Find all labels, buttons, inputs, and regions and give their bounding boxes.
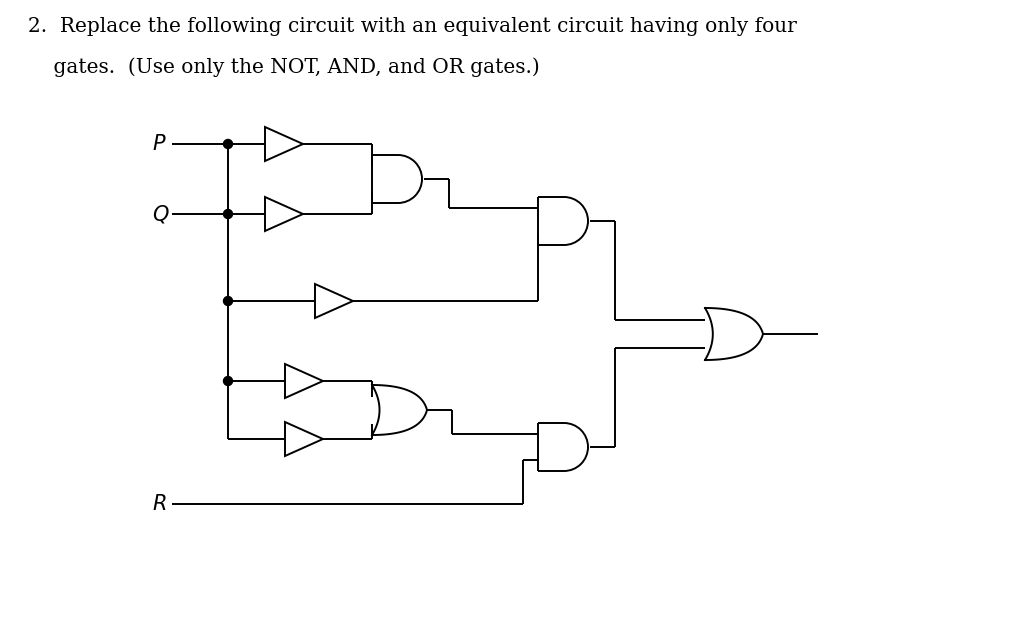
Circle shape (223, 376, 232, 385)
Circle shape (223, 296, 232, 305)
Text: $R$: $R$ (152, 494, 167, 514)
Text: $Q$: $Q$ (152, 203, 170, 225)
Text: gates.  (Use only the NOT, AND, and OR gates.): gates. (Use only the NOT, AND, and OR ga… (28, 57, 540, 77)
Text: 2.  Replace the following circuit with an equivalent circuit having only four: 2. Replace the following circuit with an… (28, 17, 797, 36)
Circle shape (223, 210, 232, 219)
Text: $P$: $P$ (152, 134, 167, 154)
Circle shape (223, 139, 232, 148)
